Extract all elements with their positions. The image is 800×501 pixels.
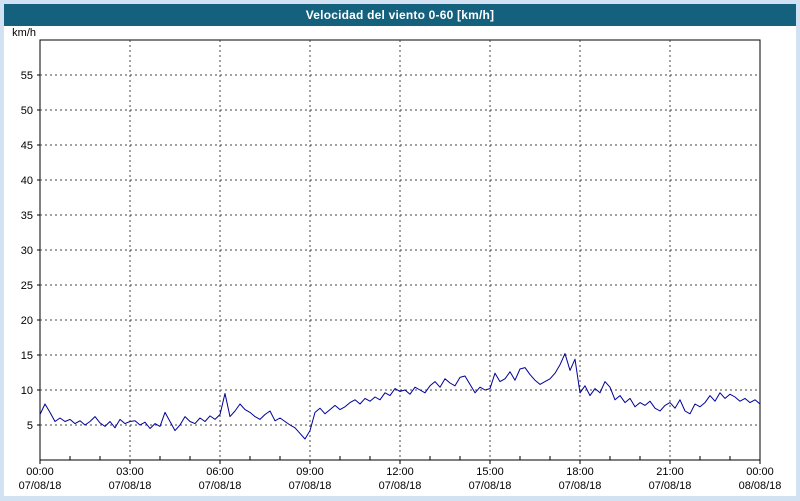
x-tick-date-label: 07/08/18 <box>559 480 602 492</box>
x-tick-time-label: 15:00 <box>476 466 504 478</box>
x-tick-date-label: 07/08/18 <box>109 480 152 492</box>
x-tick-time-label: 09:00 <box>296 466 324 478</box>
chart-panel: Velocidad del viento 0-60 [km/h] 5 10 15 20… <box>4 4 796 496</box>
y-axis-labels: 5 10 15 20 25 30 35 40 45 50 55 km/h <box>12 27 36 432</box>
y-tick-label: 55 <box>21 70 33 82</box>
y-tick-label: 25 <box>21 280 33 292</box>
x-tick-date-label: 07/08/18 <box>379 480 422 492</box>
x-tick-date-label: 07/08/18 <box>469 480 512 492</box>
y-tick-label: 35 <box>21 210 33 222</box>
x-tick-time-label: 18:00 <box>566 466 594 478</box>
y-tick-label: 20 <box>21 315 33 327</box>
x-axis-labels: 00:00 07/08/18 03:00 07/08/18 06:00 07/08/18 0… <box>19 466 782 492</box>
x-tick-date-label: 07/08/18 <box>649 480 692 492</box>
x-tick-time-label: 00:00 <box>746 466 774 478</box>
y-tick-label: 40 <box>21 175 33 187</box>
x-tick-time-label: 21:00 <box>656 466 684 478</box>
wind-speed-chart: 5 10 15 20 25 30 35 40 45 50 55 km/h 00:00 07/08/18 03… <box>4 26 796 496</box>
x-tick-time-label: 12:00 <box>386 466 414 478</box>
y-tick-label: 45 <box>21 140 33 152</box>
y-tick-label: 30 <box>21 245 33 257</box>
x-tick-date-label: 07/08/18 <box>19 480 62 492</box>
x-tick-date-label: 07/08/18 <box>199 480 242 492</box>
chart-title-bar: Velocidad del viento 0-60 [km/h] <box>4 4 796 26</box>
x-tick-time-label: 03:00 <box>116 466 144 478</box>
x-tick-time-label: 06:00 <box>206 466 234 478</box>
x-tick-date-label: 08/08/18 <box>739 480 782 492</box>
y-axis-unit-label: km/h <box>12 27 36 39</box>
y-tick-label: 15 <box>21 350 33 362</box>
x-tick-date-label: 07/08/18 <box>289 480 332 492</box>
page-title: Velocidad del viento 0-60 [km/h] <box>306 8 494 22</box>
x-tick-time-label: 00:00 <box>26 466 54 478</box>
y-tick-label: 5 <box>27 420 33 432</box>
y-tick-label: 10 <box>21 385 33 397</box>
chart-area: 5 10 15 20 25 30 35 40 45 50 55 km/h 00:00 07/08/18 03… <box>4 26 796 496</box>
y-tick-label: 50 <box>21 105 33 117</box>
